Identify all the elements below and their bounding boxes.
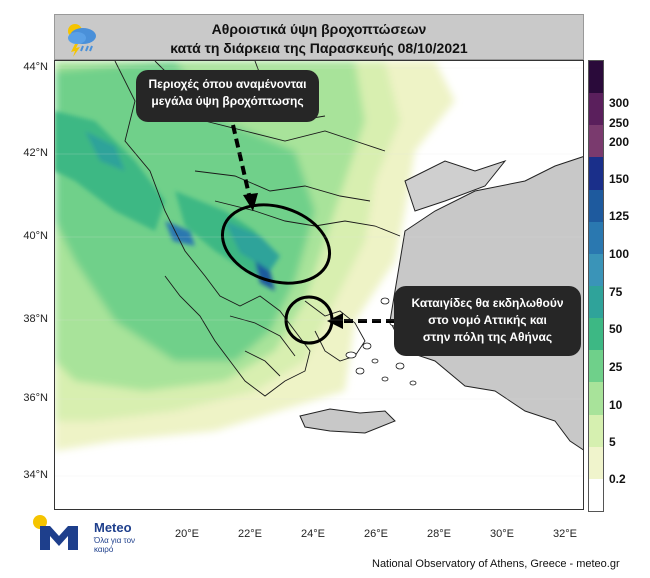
- colorbar-segment: [589, 478, 603, 512]
- arrow-to-attica: [327, 313, 395, 329]
- lon-label: 30°E: [490, 528, 514, 540]
- colorbar-tick: 200: [609, 135, 630, 149]
- meteo-logo: [33, 515, 78, 550]
- colorbar-segment: [589, 446, 603, 480]
- colorbar-tick: 300: [609, 96, 630, 110]
- highlight-heavy-rain-area: [220, 203, 332, 285]
- colorbar-tick: 25: [609, 360, 623, 374]
- colorbar-segment: [589, 157, 603, 191]
- lon-label: 32°E: [553, 528, 577, 540]
- colorbar-segment: [589, 382, 603, 416]
- title-bar: Αθροιστικά ύψη βροχοπτώσεων κατά τη διάρ…: [54, 14, 584, 60]
- callout-attica-storms: Καταιγίδες θα εκδηλωθούν στο νομό Αττική…: [394, 286, 581, 356]
- lon-label: 26°E: [364, 528, 388, 540]
- colorbar-segment: [589, 318, 603, 351]
- lat-label: 42°N: [23, 147, 48, 159]
- callout-heavy-rain-line2: μεγάλα ύψη βροχόπτωσης: [151, 94, 304, 108]
- colorbar-tick: 125: [609, 209, 630, 223]
- brand-name: Meteo: [94, 520, 132, 535]
- precipitation-colorbar: [588, 60, 604, 512]
- lat-label: 36°N: [23, 392, 48, 404]
- colorbar-tick: 75: [609, 285, 623, 299]
- colorbar-segment: [589, 414, 603, 448]
- colorbar-segment: [589, 253, 603, 287]
- colorbar-tick: 150: [609, 172, 630, 186]
- land-crete: [299, 408, 396, 434]
- colorbar-tick: 10: [609, 398, 623, 412]
- brand-tagline: Όλα για τον καιρό: [94, 536, 136, 554]
- colorbar-segment: [589, 125, 603, 158]
- colorbar-tick: 0.2: [609, 472, 626, 486]
- lat-label: 38°N: [23, 313, 48, 325]
- colorbar-tick: 100: [609, 247, 630, 261]
- callout-attica-line3: στην πόλη της Αθήνας: [422, 330, 553, 344]
- colorbar-tick: 50: [609, 322, 623, 336]
- title-line-2: κατά τη διάρκεια της Παρασκευής 08/10/20…: [170, 40, 468, 56]
- colorbar-segment: [589, 286, 603, 319]
- colorbar-segment: [589, 93, 603, 126]
- lat-label: 40°N: [23, 230, 48, 242]
- colorbar-segment: [589, 350, 603, 383]
- land-black-sea-coast: [404, 159, 507, 212]
- lon-label: 28°E: [427, 528, 451, 540]
- colorbar-segment: [589, 189, 603, 223]
- callout-heavy-rain-line1: Περιοχές όπου αναμένονται: [148, 77, 307, 91]
- callout-heavy-rain: Περιοχές όπου αναμένονται μεγάλα ύψη βρο…: [136, 70, 319, 122]
- precipitation-map: [54, 60, 584, 510]
- title-line-1: Αθροιστικά ύψη βροχοπτώσεων: [211, 21, 427, 37]
- callout-attica-line2: στο νομό Αττικής και: [428, 313, 547, 327]
- colorbar-tick: 250: [609, 116, 630, 130]
- lon-label: 20°E: [175, 528, 199, 540]
- callout-attica-line1: Καταιγίδες θα εκδηλωθούν: [411, 296, 564, 310]
- lat-label: 34°N: [23, 469, 48, 481]
- rain-cloud-lightning-icon: [68, 24, 96, 57]
- lon-label: 24°E: [301, 528, 325, 540]
- rain-field-heavy: [55, 111, 280, 291]
- colorbar-segment: [589, 221, 603, 255]
- lon-label: 22°E: [238, 528, 262, 540]
- footer-credit: National Observatory of Athens, Greece -…: [372, 558, 620, 570]
- lat-label: 44°N: [23, 61, 48, 73]
- colorbar-segment: [589, 61, 603, 94]
- map-canvas: [55, 61, 583, 477]
- colorbar-tick: 5: [609, 435, 616, 449]
- arrow-to-heavy-rain: [231, 124, 258, 211]
